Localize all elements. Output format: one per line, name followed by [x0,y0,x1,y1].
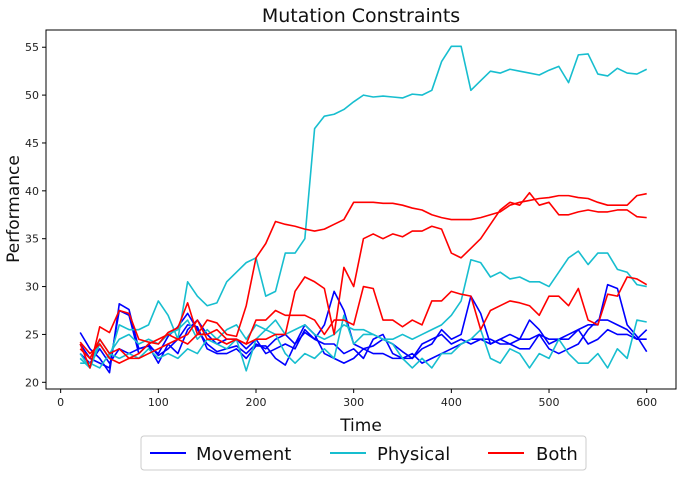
series-line-both-1 [79,192,647,369]
y-tick-label: 55 [25,41,39,54]
y-tick-label: 35 [25,233,39,246]
y-axis-title: Performance [4,155,24,263]
y-axis: 20 25 30 35 40 45 50 55 [25,41,46,389]
legend: Movement Physical Both [140,435,587,471]
legend-label-both: Both [536,444,578,465]
chart-title: Mutation Constraints [262,5,460,27]
series-line-movement-3 [79,319,647,364]
series-layer [79,45,648,374]
x-tick-label: 600 [636,396,657,409]
plot-frame [45,29,677,390]
y-tick-label: 40 [25,185,39,198]
x-tick-label: 400 [441,396,462,409]
series-line-both-3 [79,276,648,364]
series-line-both-2 [79,191,647,360]
x-axis: 0 100 200 300 400 500 600 [57,389,657,409]
x-tick-label: 300 [343,396,364,409]
y-tick-label: 45 [25,137,39,150]
x-tick-label: 200 [246,396,267,409]
legend-label-physical: Physical [377,444,450,465]
series-line-physical-3 [80,314,647,372]
legend-item-movement: Movement [150,444,291,465]
series-line-physical-2 [79,250,647,369]
y-tick-label: 20 [25,376,39,389]
y-tick-label: 50 [25,89,39,102]
x-tick-label: 500 [539,396,560,409]
x-tick-label: 100 [148,396,169,409]
y-tick-label: 25 [25,328,39,341]
x-axis-title: Time [339,416,382,436]
legend-item-both: Both [488,444,578,465]
legend-label-movement: Movement [196,444,291,465]
x-tick-label: 0 [57,396,64,409]
y-tick-label: 30 [25,281,39,294]
legend-item-physical: Physical [330,444,450,465]
